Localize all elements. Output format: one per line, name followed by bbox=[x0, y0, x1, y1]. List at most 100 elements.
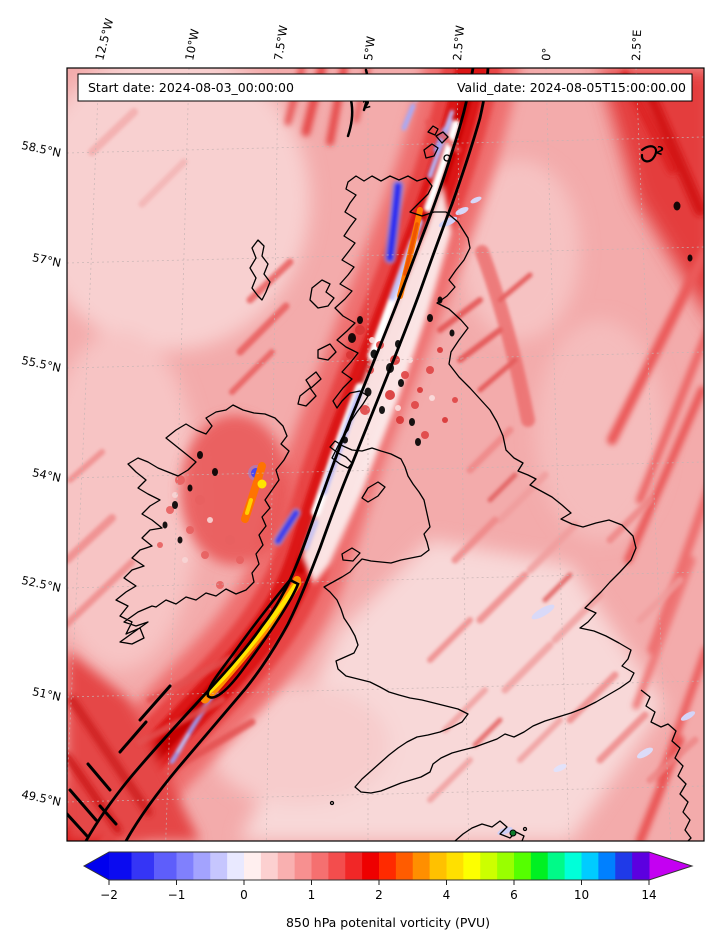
map-art bbox=[401, 371, 409, 379]
colorbar-segment bbox=[210, 852, 227, 880]
map-art bbox=[417, 387, 423, 393]
pv-map-figure: 22 Start date: 2024-08-03_00:00:00 Valid… bbox=[0, 0, 716, 949]
colorbar-segment bbox=[565, 852, 582, 880]
map-art bbox=[395, 340, 401, 348]
map-art bbox=[407, 357, 413, 363]
map-art bbox=[371, 350, 378, 359]
map-art bbox=[195, 495, 205, 505]
colorbar-segment bbox=[312, 852, 329, 880]
map-art bbox=[188, 485, 193, 492]
map-art bbox=[216, 581, 224, 589]
map-art bbox=[178, 537, 183, 544]
colorbar-tick-label: 10 bbox=[574, 888, 589, 902]
colorbar-segment bbox=[177, 852, 194, 880]
colorbar-segment bbox=[227, 852, 244, 880]
map-art bbox=[450, 330, 455, 337]
colorbar-segment bbox=[261, 852, 278, 880]
colorbar-segment bbox=[379, 852, 396, 880]
valid-date-text: Valid_date: 2024-08-05T15:00:00.00 bbox=[457, 80, 686, 95]
lon-axis-labels: 12.5°W10°W7.5°W5°W2.5°W0°2.5°E bbox=[92, 17, 644, 62]
map-art bbox=[342, 437, 348, 444]
map-art bbox=[186, 526, 194, 534]
map-art bbox=[396, 416, 404, 424]
map-art bbox=[172, 501, 178, 509]
colorbar: −2−1012461014 bbox=[84, 852, 692, 902]
lon-tick-label: 2.5°W bbox=[450, 25, 467, 62]
map-art bbox=[163, 522, 168, 529]
colorbar-tick-label: 14 bbox=[641, 888, 656, 902]
colorbar-segment bbox=[345, 852, 362, 880]
colorbar-segment bbox=[463, 852, 480, 880]
lon-tick-label: 12.5°W bbox=[92, 17, 116, 62]
map-art bbox=[175, 475, 185, 485]
map-art bbox=[386, 363, 394, 373]
colorbar-tick-label: −1 bbox=[168, 888, 186, 902]
colorbar-segment bbox=[447, 852, 464, 880]
colorbar-segment bbox=[497, 852, 514, 880]
colorbar-segment bbox=[295, 852, 312, 880]
start-date-text: Start date: 2024-08-03_00:00:00 bbox=[88, 80, 294, 95]
colorbar-segment bbox=[193, 852, 210, 880]
lat-tick-label: 58.5°N bbox=[20, 138, 62, 160]
pv-field bbox=[30, 50, 716, 841]
map-art bbox=[427, 314, 433, 322]
colorbar-segment bbox=[278, 852, 295, 880]
map-art bbox=[411, 401, 419, 409]
map-art bbox=[258, 480, 267, 489]
lat-tick-label: 54°N bbox=[31, 465, 62, 485]
lon-tick-label: 2.5°E bbox=[629, 29, 644, 61]
map-art bbox=[197, 451, 203, 459]
lat-tick-label: 51°N bbox=[31, 684, 62, 704]
map-art bbox=[182, 557, 188, 563]
colorbar-segment bbox=[531, 852, 548, 880]
map-art bbox=[452, 397, 458, 403]
map-art bbox=[395, 405, 401, 411]
colorbar-segment bbox=[396, 852, 413, 880]
map-art bbox=[409, 418, 415, 426]
map-art bbox=[421, 431, 429, 439]
high-pv-spot bbox=[510, 830, 516, 836]
map-art bbox=[212, 468, 218, 476]
map-art bbox=[688, 255, 693, 262]
colorbar-segment bbox=[132, 852, 155, 880]
map-art bbox=[157, 542, 163, 548]
plot-svg: 22 Start date: 2024-08-03_00:00:00 Valid… bbox=[0, 0, 716, 949]
map-art bbox=[438, 297, 443, 304]
lat-tick-label: 49.5°N bbox=[20, 787, 62, 809]
colorbar-segment bbox=[582, 852, 599, 880]
colorbar-over-arrow bbox=[649, 852, 692, 880]
map-art bbox=[355, 325, 365, 335]
map-art bbox=[207, 517, 213, 523]
colorbar-segment bbox=[514, 852, 531, 880]
colorbar-segment bbox=[413, 852, 430, 880]
map-art bbox=[201, 551, 209, 559]
colorbar-segment bbox=[244, 852, 261, 880]
map-art bbox=[346, 351, 354, 359]
lon-tick-label: 5°W bbox=[361, 35, 378, 61]
colorbar-segment bbox=[548, 852, 565, 880]
colorbar-segment bbox=[154, 852, 177, 880]
lat-axis-labels: 58.5°N57°N55.5°N54°N52.5°N51°N49.5°N bbox=[20, 138, 62, 809]
colorbar-segment bbox=[480, 852, 497, 880]
lat-tick-label: 52.5°N bbox=[20, 573, 62, 595]
colorbar-under-arrow bbox=[84, 852, 109, 880]
colorbar-tick-label: −2 bbox=[100, 888, 118, 902]
colorbar-tick-label: 2 bbox=[375, 888, 383, 902]
map-art bbox=[369, 337, 375, 343]
lat-tick-label: 55.5°N bbox=[20, 353, 62, 375]
map-art bbox=[437, 347, 443, 353]
colorbar-segment bbox=[328, 852, 345, 880]
colorbar-tick-label: 4 bbox=[443, 888, 451, 902]
map-art bbox=[442, 417, 448, 423]
map-art bbox=[357, 316, 363, 324]
colorbar-segment bbox=[109, 852, 132, 880]
title-box: Start date: 2024-08-03_00:00:00 Valid_da… bbox=[78, 74, 692, 101]
map-art bbox=[365, 388, 372, 397]
colorbar-caption: 850 hPa potenital vorticity (PVU) bbox=[286, 915, 490, 930]
map-art bbox=[426, 366, 434, 374]
map-art bbox=[674, 202, 681, 211]
colorbar-tick-label: 6 bbox=[510, 888, 518, 902]
lon-tick-label: 7.5°W bbox=[271, 24, 290, 61]
map-art bbox=[236, 556, 244, 564]
map-art bbox=[225, 535, 235, 545]
